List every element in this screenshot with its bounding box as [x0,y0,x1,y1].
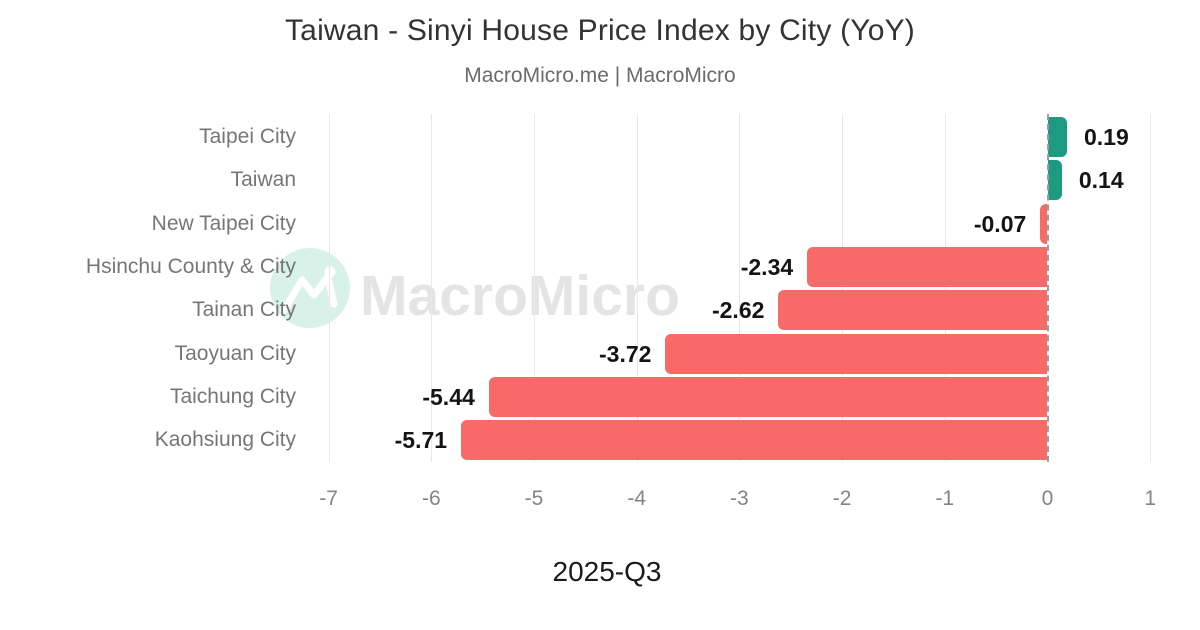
gridline [636,114,638,462]
x-tick-label: -2 [832,487,852,510]
value-label: -2.62 [711,297,765,324]
bar-hsinchu-county-city[interactable] [807,246,1048,287]
watermark-text: MacroMicro [360,264,680,328]
value-label: 0.14 [1078,167,1124,194]
category-label: Taichung City [169,384,296,408]
gridline [1150,114,1152,462]
x-tick-label: 0 [1041,487,1054,510]
value-label: -2.34 [740,253,794,280]
category-label: Taipei City [199,125,296,148]
gridline [328,114,330,462]
zero-line [1046,114,1049,462]
category-label: Taoyuan City [174,341,296,365]
category-label: New Taipei City [151,211,296,235]
bar-taichung-city[interactable] [488,376,1048,417]
x-tick-label: 1 [1144,487,1157,510]
gridline [944,114,946,462]
value-label: -5.44 [422,383,475,410]
category-label: Tainan City [192,298,296,322]
bar-kaohsiung-city[interactable] [461,420,1048,461]
gridline [842,114,844,462]
bar-taoyuan-city[interactable] [665,333,1048,374]
bar-tainan-city[interactable] [778,290,1048,331]
category-label: Kaohsiung City [154,428,296,452]
gridline [431,114,433,462]
value-label: 0.19 [1084,124,1129,150]
x-tick-label: -1 [935,487,955,510]
value-label: -0.07 [973,210,1027,237]
x-tick-label: -7 [319,487,338,510]
x-tick-label: -4 [627,487,647,510]
value-label: -5.71 [394,427,448,454]
bar-new-taipei-city[interactable] [1040,203,1048,244]
chart-subtitle: MacroMicro.me | MacroMicro [464,64,736,87]
gridline [534,114,535,462]
chart-title: Taiwan - Sinyi House Price Index by City… [284,14,915,47]
category-label: Hsinchu County & City [85,254,296,278]
x-tick-label: -5 [524,487,544,510]
bar-taiwan[interactable] [1047,160,1062,201]
bar-taipei-city[interactable] [1047,117,1067,157]
category-label: Taiwan [230,168,296,192]
value-label: -3.72 [599,340,652,367]
macromicro-logo-icon [270,248,350,328]
x-tick-label: -6 [421,487,441,510]
x-tick-label: -3 [730,487,749,510]
x-axis-title: 2025-Q3 [552,556,662,587]
gridline [739,114,741,462]
